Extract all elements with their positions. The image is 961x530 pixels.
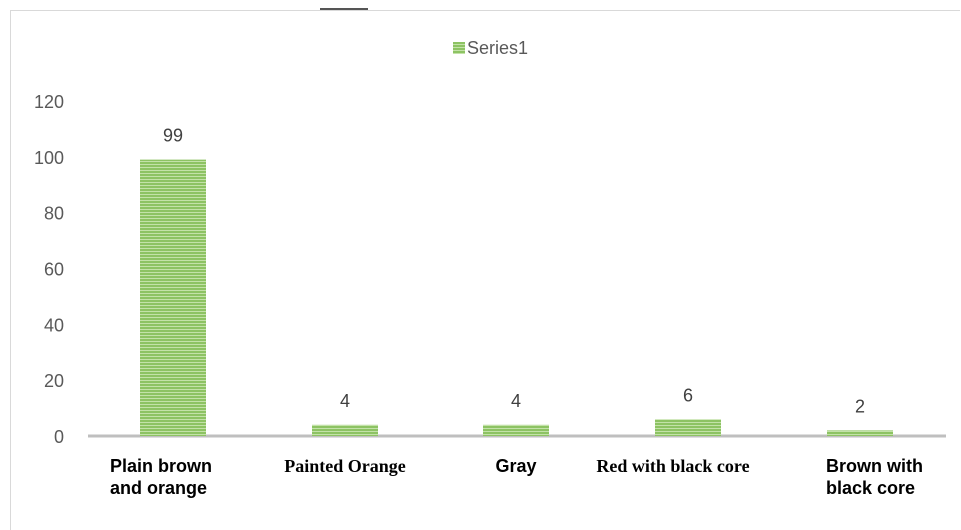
x-tick-label: Plain brown and orange — [110, 456, 212, 498]
bars — [140, 159, 893, 436]
x-tick-label: Red with black core — [596, 456, 749, 476]
bar — [827, 430, 893, 436]
chart-frame — [10, 10, 960, 530]
y-tick-label: 0 — [54, 427, 64, 447]
y-tick-label: 20 — [44, 371, 64, 391]
x-tick-label: Gray — [495, 456, 536, 476]
data-label: 2 — [855, 396, 865, 416]
y-axis-ticks: 0 20 40 60 80 100 120 — [34, 92, 64, 447]
top-rule — [320, 8, 368, 10]
bar — [655, 419, 721, 436]
y-tick-label: 100 — [34, 148, 64, 168]
bar — [312, 424, 378, 436]
data-label: 6 — [683, 385, 693, 405]
bar — [483, 424, 549, 436]
legend: Series1 — [453, 38, 528, 58]
y-tick-label: 60 — [44, 260, 64, 280]
y-tick-label: 40 — [44, 315, 64, 335]
bar — [140, 159, 206, 436]
data-label: 4 — [340, 391, 350, 411]
y-tick-label: 80 — [44, 204, 64, 224]
x-tick-label: Painted Orange — [284, 456, 406, 476]
data-label: 4 — [511, 391, 521, 411]
y-tick-label: 120 — [34, 92, 64, 112]
x-axis-labels: Plain brown and orange Painted Orange Gray R… — [110, 456, 923, 498]
x-tick-label: Brown with black core — [826, 456, 923, 498]
legend-label-series1: Series1 — [467, 38, 528, 58]
legend-swatch — [453, 42, 465, 54]
data-labels: 99 4 4 6 2 — [163, 126, 865, 417]
data-label: 99 — [163, 126, 183, 146]
